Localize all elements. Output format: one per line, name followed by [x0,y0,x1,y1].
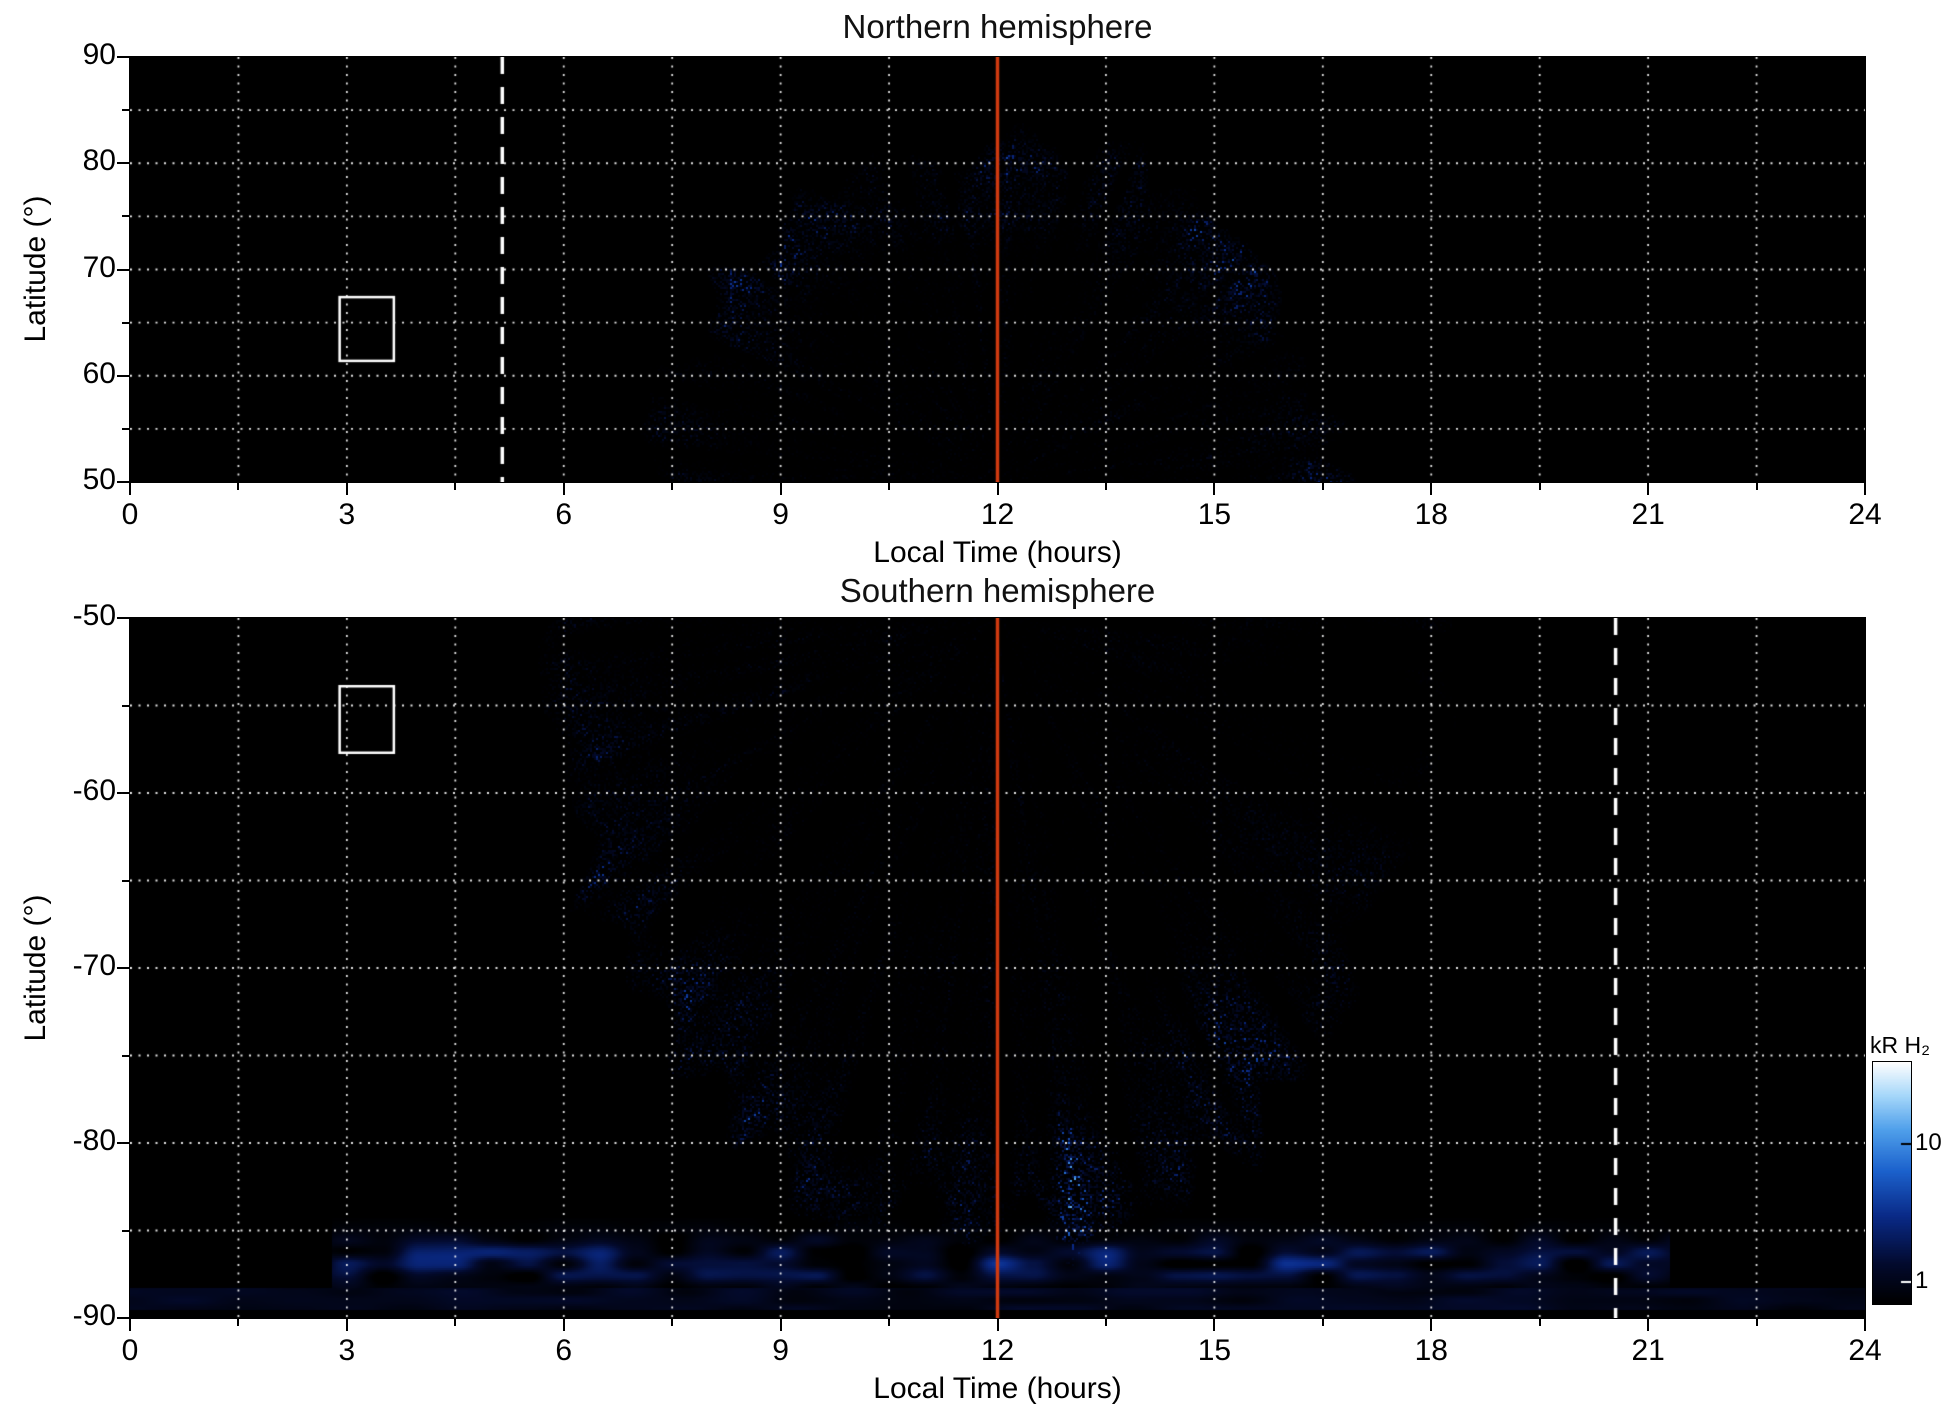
axis-tick-mark [129,483,131,495]
axis-tick-mark [117,481,129,483]
axis-tick-mark [122,879,129,882]
x-tick-label: 6 [555,498,573,531]
axis-tick-mark [117,1317,129,1319]
y-tick-label: -60 [72,774,116,807]
x-tick-label: 24 [1848,498,1882,531]
colorbar-gradient [1872,1061,1912,1305]
x-tick-label: 9 [772,1334,789,1367]
north-heatmap [129,56,1866,483]
axis-tick-mark [1538,483,1541,490]
y-tick-label: 60 [82,356,116,390]
x-tick-label: 12 [980,498,1015,531]
y-tick-label: -50 [72,599,116,632]
axis-tick-mark [122,1054,129,1057]
axis-tick-mark [1647,483,1650,495]
x-tick-label: 18 [1414,498,1448,531]
x-tick-label: 6 [555,1334,573,1367]
axis-tick-mark [996,483,999,495]
axis-tick-mark [237,1319,240,1326]
x-tick-label: 0 [121,498,139,531]
south-x-axis-label: Local Time (hours) [873,1372,1122,1405]
y-tick-label: 80 [82,144,116,178]
x-tick-label: 0 [121,1334,139,1367]
axis-tick-mark [1213,483,1216,495]
x-tick-label: 18 [1414,1334,1448,1367]
axis-tick-mark [454,1319,457,1326]
axis-tick-mark [671,1319,674,1326]
axis-tick-mark [237,483,240,490]
axis-tick-mark [117,1142,129,1144]
y-tick-label: 50 [82,463,116,496]
north-x-axis-label: Local Time (hours) [873,536,1122,569]
axis-tick-mark [671,483,674,490]
north-panel-title: Northern hemisphere [842,8,1153,45]
axis-tick-mark [1755,483,1758,490]
axis-tick-mark [122,321,129,324]
colorbar-tick-label: 1 [1915,1267,1929,1295]
axis-tick-mark [779,483,782,495]
y-tick-label: -70 [72,949,116,982]
axis-tick-mark [122,1229,129,1232]
y-tick-label: 70 [82,250,116,284]
axis-tick-mark [1864,483,1866,495]
axis-tick-mark [1755,1319,1758,1326]
axis-tick-mark [345,483,348,495]
x-tick-label: 3 [338,1334,356,1367]
axis-tick-mark [1430,483,1433,495]
x-tick-label: 12 [980,1334,1015,1367]
axis-tick-mark [345,1319,348,1331]
axis-tick-mark [122,215,129,218]
axis-tick-mark [888,1319,891,1326]
axis-tick-mark [454,483,457,490]
axis-tick-mark [1104,483,1107,490]
axis-tick-mark [117,268,129,271]
axis-tick-mark [1213,1319,1216,1331]
colorbar-label: kR H₂ [1870,1032,1931,1058]
axis-tick-mark [779,1319,782,1331]
axis-tick-mark [1647,1319,1650,1331]
x-tick-label: 3 [338,498,356,531]
y-tick-label: 90 [82,38,116,71]
axis-tick-mark [117,792,129,794]
y-tick-label: -80 [72,1124,116,1157]
axis-tick-mark [888,483,891,490]
colorbar-tick-label: 10 [1915,1129,1942,1157]
x-tick-label: 24 [1848,1334,1882,1367]
axis-tick-mark [1104,1319,1107,1326]
x-tick-label: 21 [1631,498,1665,531]
axis-tick-mark [122,704,129,707]
axis-tick-mark [117,56,129,58]
x-tick-label: 21 [1631,1334,1665,1367]
south-panel-title: Southern hemisphere [839,572,1156,609]
axis-tick-mark [562,1319,565,1331]
axis-tick-mark [1321,1319,1324,1326]
axis-tick-mark [122,427,129,430]
axis-tick-mark [117,617,129,619]
axis-tick-mark [1430,1319,1433,1331]
x-tick-label: 9 [772,498,789,531]
axis-tick-mark [129,1319,131,1331]
axis-tick-mark [1321,483,1324,490]
axis-tick-mark [117,162,129,165]
x-tick-label: 15 [1197,498,1232,531]
axis-tick-mark [122,109,129,112]
x-tick-label: 15 [1197,1334,1232,1367]
axis-tick-mark [1538,1319,1541,1326]
axis-tick-mark [117,967,129,969]
south-heatmap [129,617,1866,1319]
y-tick-label: -90 [72,1299,116,1332]
axis-tick-mark [996,1319,999,1331]
axis-tick-mark [1864,1319,1866,1331]
axis-tick-mark [562,483,565,495]
axis-tick-mark [117,374,129,377]
